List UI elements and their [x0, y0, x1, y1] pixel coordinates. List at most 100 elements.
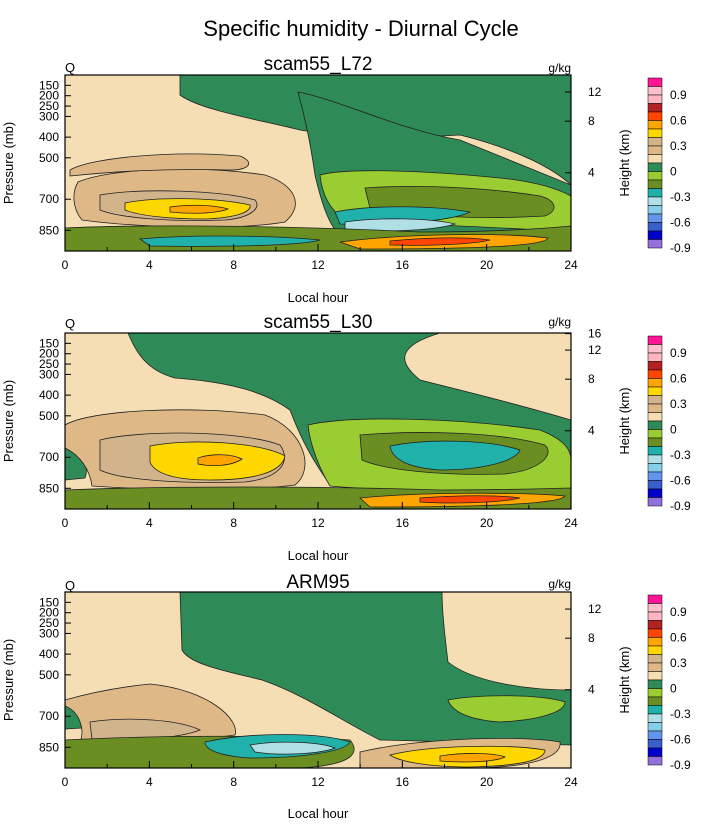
colorbar-swatch	[647, 403, 663, 413]
y-tick-label: 250	[39, 357, 59, 371]
colorbar-swatch	[647, 446, 663, 456]
panel-title: scam55_L30	[264, 312, 373, 333]
colorbar-label: 0.6	[670, 372, 687, 386]
colorbar-label: 0.3	[670, 397, 687, 411]
colorbar-label: -0.6	[670, 216, 691, 230]
colorbar-swatch	[647, 213, 663, 223]
y2-tick-label: 8	[588, 631, 595, 645]
x-tick-label: 16	[396, 516, 410, 530]
colorbar-swatch	[647, 196, 663, 206]
panel-scam55-l72: 0 4 8 12 16 20 241502002503004005007008504812 …	[1, 54, 691, 305]
contour-field	[65, 333, 571, 509]
y-tick-label: 200	[39, 347, 59, 361]
x-tick-label: 20	[480, 258, 494, 272]
colorbar-label: -0.6	[670, 474, 691, 488]
contour-positive-peak	[169, 204, 230, 214]
colorbar-swatch	[647, 344, 663, 354]
x-axis-label: Local hour	[288, 548, 349, 563]
x-tick-label: 12	[311, 775, 325, 789]
units-label: g/kg	[548, 315, 571, 329]
x-tick-label: 20	[480, 775, 494, 789]
colorbar-swatch	[647, 378, 663, 388]
colorbar-label: 0	[670, 682, 677, 696]
colorbar-swatch	[647, 654, 663, 664]
colorbar-label: 0.6	[670, 631, 687, 645]
colorbar-label: -0.3	[670, 707, 691, 721]
colorbar-swatch	[647, 352, 663, 362]
colorbar-swatch	[647, 594, 663, 604]
y2-tick-label: 8	[588, 114, 595, 128]
colorbar-swatch	[647, 688, 663, 698]
colorbar-swatch	[647, 145, 663, 155]
x-axis-label: Local hour	[288, 290, 349, 305]
x-tick-label: 0	[62, 775, 69, 789]
colorbar-swatch	[647, 645, 663, 655]
colorbar-swatch	[647, 171, 663, 181]
y-tick-label: 300	[39, 367, 59, 381]
contour-positive-peak	[439, 753, 506, 763]
contour-surface-peak	[389, 237, 491, 246]
x-tick-label: 4	[146, 516, 153, 530]
colorbar-swatch	[647, 369, 663, 379]
x-tick-label: 24	[564, 258, 578, 272]
variable-label: Q	[65, 578, 75, 593]
colorbar-swatch	[647, 497, 663, 507]
y-tick-label: 300	[39, 109, 59, 123]
y2-tick-label: 4	[588, 683, 595, 697]
colorbar-swatch	[647, 620, 663, 630]
colorbar-swatch	[647, 603, 663, 613]
x-tick-label: 8	[230, 516, 237, 530]
colorbar-label: -0.3	[670, 190, 691, 204]
y-tick-label: 150	[39, 336, 59, 350]
colorbar-label: 0.3	[670, 656, 687, 670]
y-tick-label: 500	[39, 151, 59, 165]
y-tick-label: 400	[39, 388, 59, 402]
y-tick-label: 500	[39, 668, 59, 682]
variable-label: Q	[65, 316, 75, 331]
x-axis-label: Local hour	[288, 806, 349, 821]
units-label: g/kg	[548, 61, 571, 75]
colorbar-label: 0.9	[670, 605, 687, 619]
contour-field	[65, 75, 571, 251]
y-tick-label: 850	[39, 223, 59, 237]
colorbar-swatch	[647, 222, 663, 232]
panel-title: ARM95	[286, 572, 349, 593]
colorbar-swatch	[647, 111, 663, 121]
colorbar-swatch	[647, 713, 663, 723]
colorbar-label: 0.3	[670, 139, 687, 153]
colorbar-label: -0.6	[670, 733, 691, 747]
colorbar-swatch	[647, 205, 663, 215]
y2-tick-label: 4	[588, 424, 595, 438]
colorbar-swatch	[647, 230, 663, 240]
colorbar-swatch	[647, 94, 663, 104]
colorbar-label: -0.9	[670, 758, 691, 772]
y2-tick-label: 12	[588, 85, 602, 99]
colorbar-label: 0.9	[670, 88, 687, 102]
colorbar-swatch	[647, 179, 663, 189]
y-axis-label: Pressure (mb)	[1, 639, 16, 721]
colorbar-label: 0	[670, 423, 677, 437]
x-tick-label: 20	[480, 516, 494, 530]
colorbar-swatch	[647, 429, 663, 439]
colorbar: 0.9 0.6 0.3 0 -0.3 -0.6 -0.9	[647, 77, 691, 255]
colorbar-swatch	[647, 463, 663, 473]
colorbar-swatch	[647, 154, 663, 164]
colorbar-swatch	[647, 77, 663, 87]
colorbar-swatch	[647, 671, 663, 681]
colorbar-swatch	[647, 628, 663, 638]
contour-positive-upper	[69, 153, 250, 177]
x-tick-label: 0	[62, 258, 69, 272]
panel-title: scam55_L72	[264, 54, 373, 75]
y2-tick-label: 8	[588, 372, 595, 386]
y2-axis-label: Height (km)	[617, 646, 632, 713]
panel-arm95: 0 4 8 12 16 20 241502002503004005007008504812 …	[1, 572, 691, 821]
y-tick-label: 150	[39, 595, 59, 609]
x-tick-label: 0	[62, 516, 69, 530]
colorbar-swatch	[647, 128, 663, 138]
contour-negative-core	[389, 440, 521, 471]
x-tick-label: 12	[311, 516, 325, 530]
